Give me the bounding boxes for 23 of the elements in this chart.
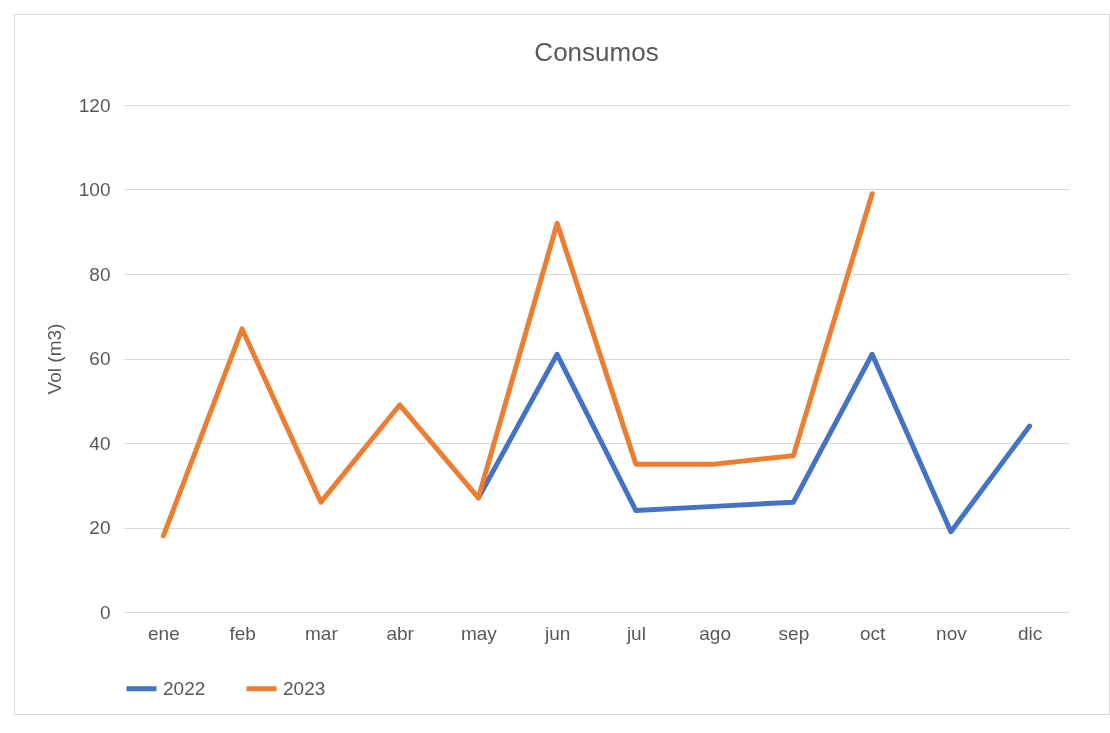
x-tick-label: may (460, 622, 498, 644)
y-tick-label: 100 (78, 179, 111, 200)
y-tick-label: 20 (89, 517, 111, 538)
chart-title: Consumos (534, 37, 659, 67)
x-tick-label: jul (625, 622, 646, 644)
y-axis-title: Vol (m3) (43, 323, 65, 395)
y-tick-label: 0 (99, 601, 111, 623)
x-tick-label: oct (859, 622, 887, 644)
x-tick-label: ene (148, 622, 180, 644)
x-tick-label: ago (699, 622, 731, 644)
x-tick-label: abr (386, 622, 415, 644)
y-tick-label: 120 (78, 94, 111, 116)
x-tick-label: jun (543, 622, 571, 644)
y-tick-label: 40 (89, 432, 111, 454)
x-tick-label: dic (1017, 622, 1043, 644)
x-tick-label: mar (305, 622, 339, 644)
y-tick-label: 60 (89, 348, 111, 369)
legend-label: 2023 (283, 677, 326, 699)
legend-label: 2022 (163, 677, 206, 699)
x-tick-label: sep (778, 622, 810, 644)
x-tick-label: feb (229, 622, 256, 644)
y-tick-label: 80 (89, 263, 111, 285)
x-tick-label: nov (936, 622, 968, 644)
